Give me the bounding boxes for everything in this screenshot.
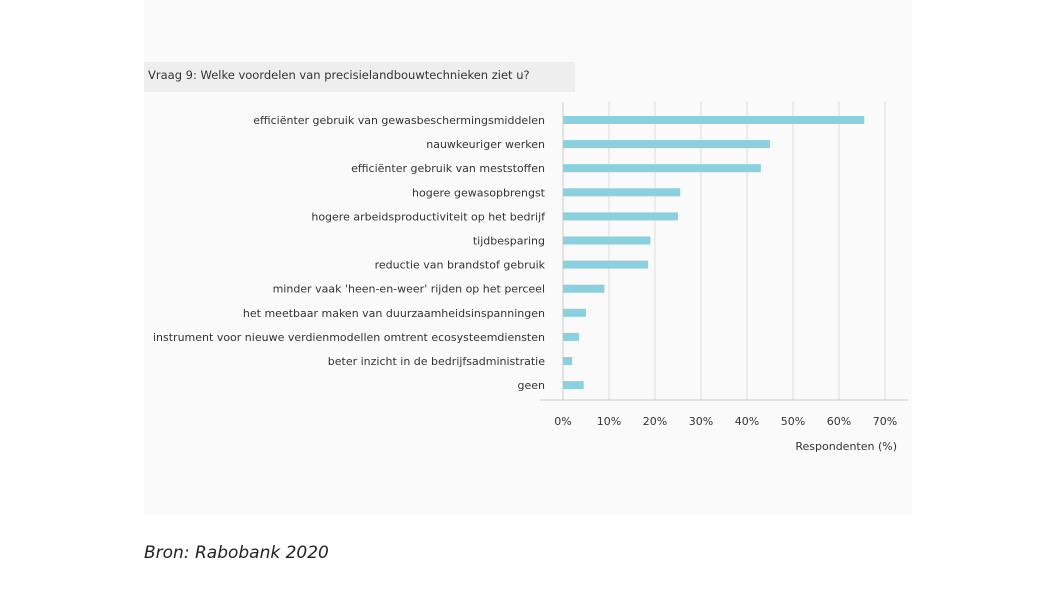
- category-label: het meetbaar maken van duurzaamheidsinsp…: [243, 307, 545, 320]
- category-label: tijdbesparing: [473, 235, 545, 248]
- x-tick-label: 20%: [643, 415, 667, 428]
- bar: [563, 357, 573, 365]
- bar: [563, 284, 605, 293]
- category-label: hogere arbeidsproductiviteit op het bedr…: [311, 210, 546, 223]
- category-label: nauwkeuriger werken: [426, 138, 545, 151]
- category-label: reductie van brandstof gebruik: [375, 259, 546, 272]
- bar: [563, 308, 586, 317]
- bar: [563, 164, 761, 173]
- bar: [563, 236, 651, 245]
- x-axis-title: Respondenten (%): [795, 440, 897, 453]
- category-label: beter inzicht in de bedrijfsadministrati…: [328, 355, 545, 368]
- bar: [563, 381, 584, 390]
- x-tick-label: 0%: [554, 415, 571, 428]
- chart-title: Vraag 9: Welke voordelen van precisielan…: [148, 68, 530, 82]
- category-label: minder vaak 'heen-en-weer' rijden op het…: [273, 283, 545, 296]
- x-tick-label: 60%: [827, 415, 851, 428]
- category-label: instrument voor nieuwe verdienmodellen o…: [153, 331, 545, 344]
- source-note: Bron: Rabobank 2020: [144, 543, 329, 563]
- x-tick-label: 40%: [735, 415, 759, 428]
- category-label: hogere gewasopbrengst: [412, 186, 546, 199]
- bar: [563, 116, 865, 124]
- bar: [563, 332, 580, 341]
- x-tick-label: 30%: [689, 415, 713, 428]
- bar: [563, 212, 678, 221]
- x-tick-label: 50%: [781, 415, 805, 428]
- x-tick-label: 70%: [873, 415, 897, 428]
- category-label: geen: [518, 379, 546, 392]
- category-label: efficiënter gebruik van gewasbescherming…: [253, 114, 545, 127]
- category-label: efficiënter gebruik van meststoffen: [351, 162, 545, 175]
- bar: [563, 260, 649, 269]
- bar: [563, 140, 770, 149]
- x-tick-label: 10%: [597, 415, 621, 428]
- title-box: [144, 62, 575, 92]
- bar: [563, 188, 681, 197]
